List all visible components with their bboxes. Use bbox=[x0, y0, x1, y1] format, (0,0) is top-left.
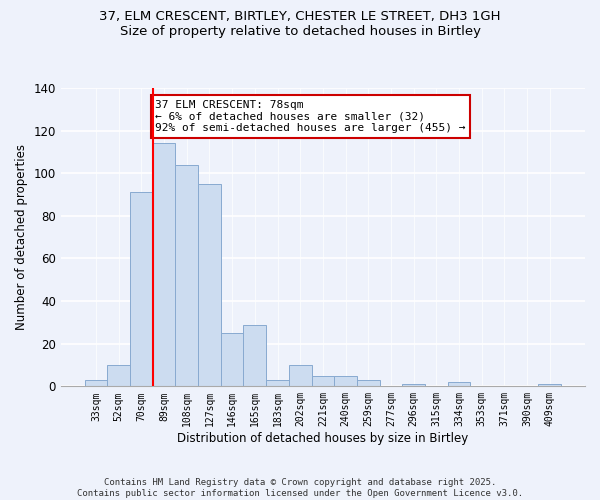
Bar bbox=[244, 324, 266, 386]
Bar bbox=[357, 380, 380, 386]
Bar bbox=[538, 384, 561, 386]
Bar bbox=[266, 380, 289, 386]
Bar bbox=[198, 184, 221, 386]
Bar bbox=[448, 382, 470, 386]
Bar bbox=[130, 192, 152, 386]
Text: 37 ELM CRESCENT: 78sqm
← 6% of detached houses are smaller (32)
92% of semi-deta: 37 ELM CRESCENT: 78sqm ← 6% of detached … bbox=[155, 100, 466, 133]
Text: Contains HM Land Registry data © Crown copyright and database right 2025.
Contai: Contains HM Land Registry data © Crown c… bbox=[77, 478, 523, 498]
Bar bbox=[334, 376, 357, 386]
X-axis label: Distribution of detached houses by size in Birtley: Distribution of detached houses by size … bbox=[177, 432, 469, 445]
Text: 37, ELM CRESCENT, BIRTLEY, CHESTER LE STREET, DH3 1GH
Size of property relative : 37, ELM CRESCENT, BIRTLEY, CHESTER LE ST… bbox=[99, 10, 501, 38]
Bar bbox=[289, 365, 311, 386]
Y-axis label: Number of detached properties: Number of detached properties bbox=[15, 144, 28, 330]
Bar bbox=[403, 384, 425, 386]
Bar bbox=[107, 365, 130, 386]
Bar bbox=[311, 376, 334, 386]
Bar bbox=[152, 144, 175, 386]
Bar bbox=[85, 380, 107, 386]
Bar bbox=[221, 333, 244, 386]
Bar bbox=[175, 164, 198, 386]
